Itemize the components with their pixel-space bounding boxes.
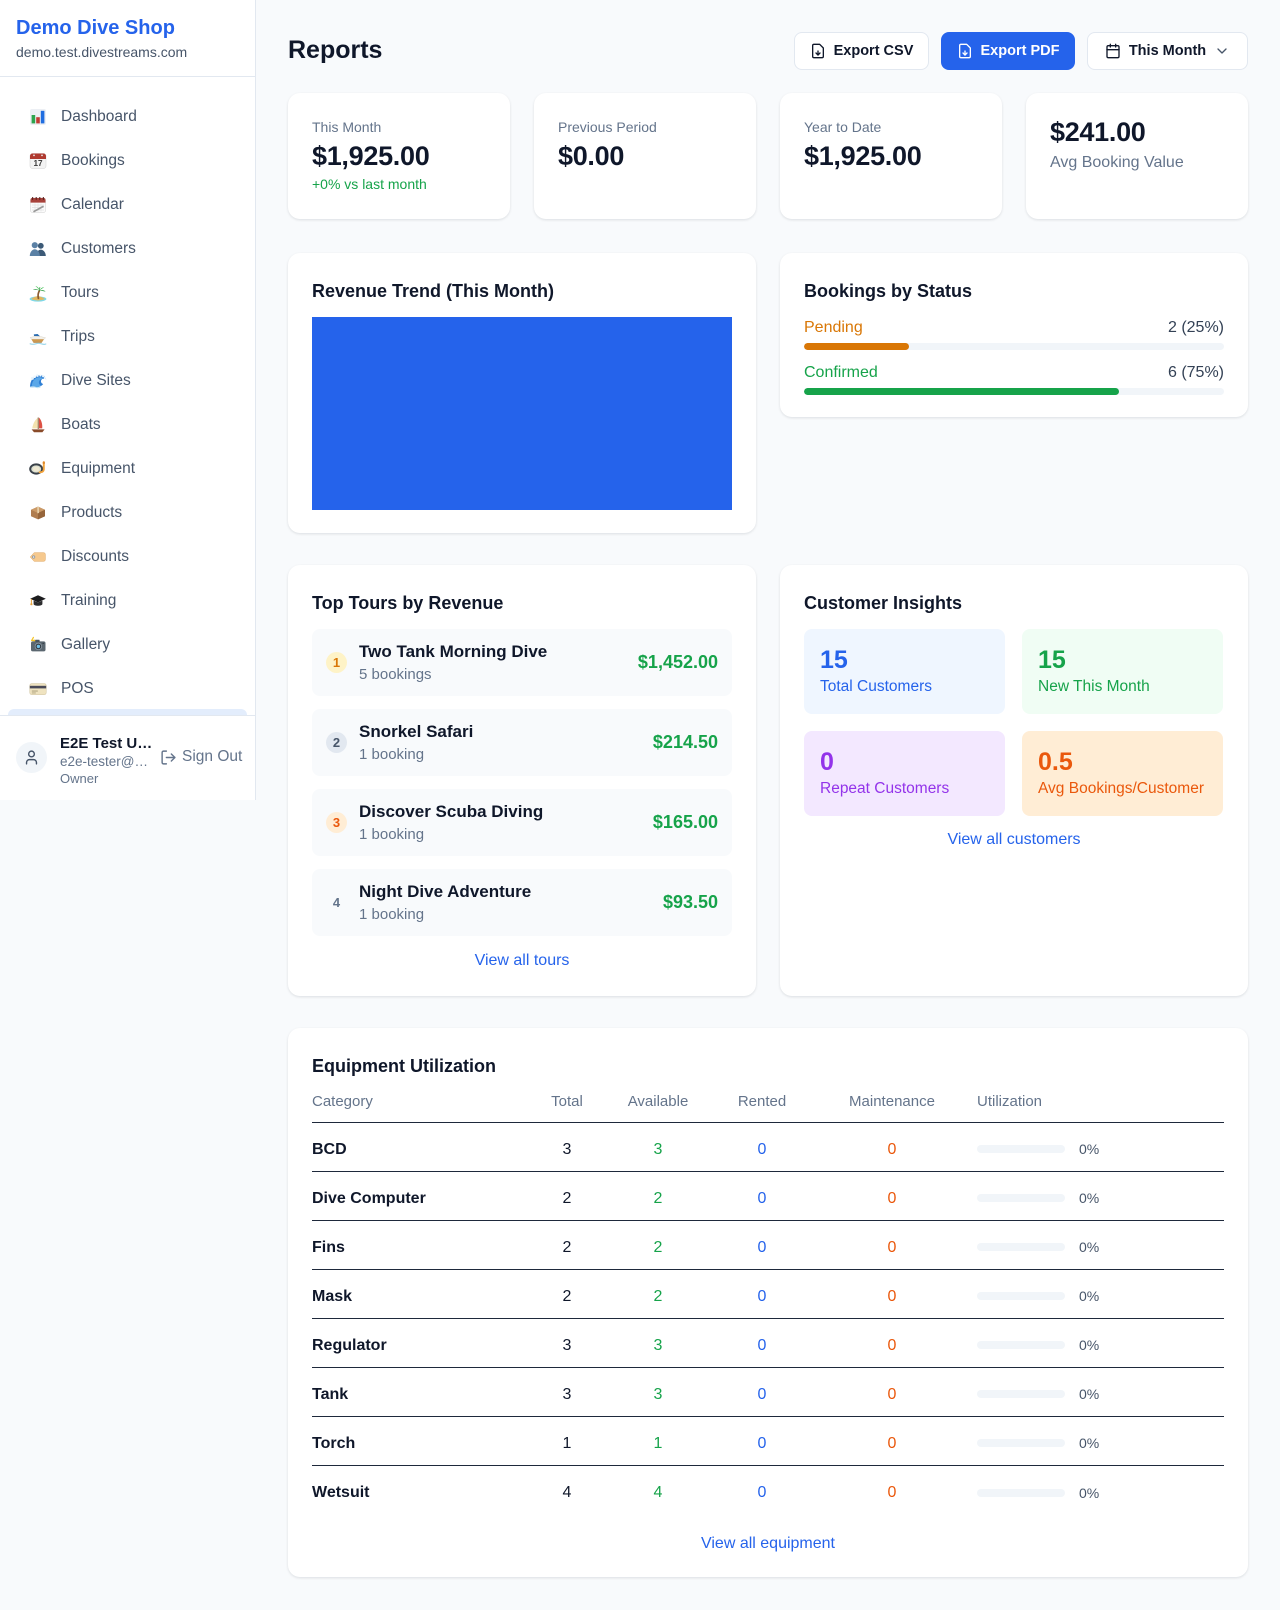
svg-text:17: 17 — [33, 159, 43, 168]
